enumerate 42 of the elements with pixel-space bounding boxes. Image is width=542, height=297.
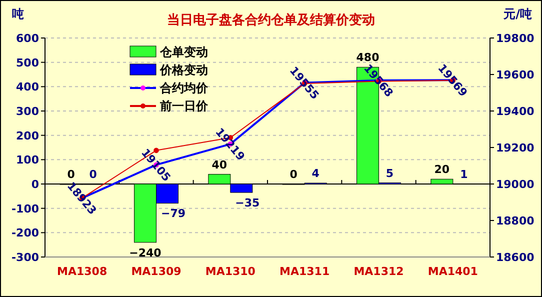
y2-tick-label: 19200 [496,142,535,154]
x-tick-label: MA1310 [205,265,256,278]
data-label: 480 [356,51,380,64]
y2-tick-label: 19800 [496,32,535,45]
x-tick-label: MA1311 [280,265,330,278]
data-label: −35 [235,196,260,210]
y-tick-label: -300 [11,251,40,264]
legend-label: 前一日价 [159,99,209,113]
y-axis-title: 吨 [12,7,24,21]
y2-tick-label: 19000 [496,178,535,191]
data-label: 4 [312,167,320,180]
y2-tick-label: 18600 [496,251,535,264]
x-tick-label: MA1401 [428,265,478,278]
data-label: −79 [160,207,186,220]
data-label: 40 [212,158,228,172]
data-label: 0 [89,168,98,181]
y-tick-label: 200 [16,129,40,142]
y-tick-label: 300 [16,105,40,118]
y-tick-label: 500 [16,56,40,70]
x-tick-label: MA1312 [354,265,404,278]
y2-axis-title: 元/吨 [502,7,532,21]
y-tick-label: -200 [11,226,40,240]
y-tick-label: 0 [31,178,40,191]
data-label: 1 [460,168,468,181]
legend-label: 合约均价 [159,81,209,95]
data-label: 5 [386,166,394,180]
legend-label: 价格变动 [159,63,208,77]
legend-label: 仓单变动 [159,45,208,59]
y2-tick-label: 19600 [496,68,535,82]
data-label: 0 [290,168,298,181]
y-tick-label: 600 [16,32,40,45]
y-tick-label: 400 [16,80,40,94]
data-label: −240 [129,246,162,260]
data-label: 20 [434,163,450,176]
y-tick-label: 100 [16,154,40,167]
x-tick-label: MA1309 [131,265,182,278]
y2-tick-label: 19400 [496,105,535,118]
data-label: 0 [67,168,76,181]
chart-title: 当日电子盘各合约仓单及结算价变动 [167,12,375,28]
x-tick-label: MA1308 [57,265,108,278]
y-tick-label: -100 [11,202,40,216]
y2-tick-label: 18800 [496,214,535,228]
